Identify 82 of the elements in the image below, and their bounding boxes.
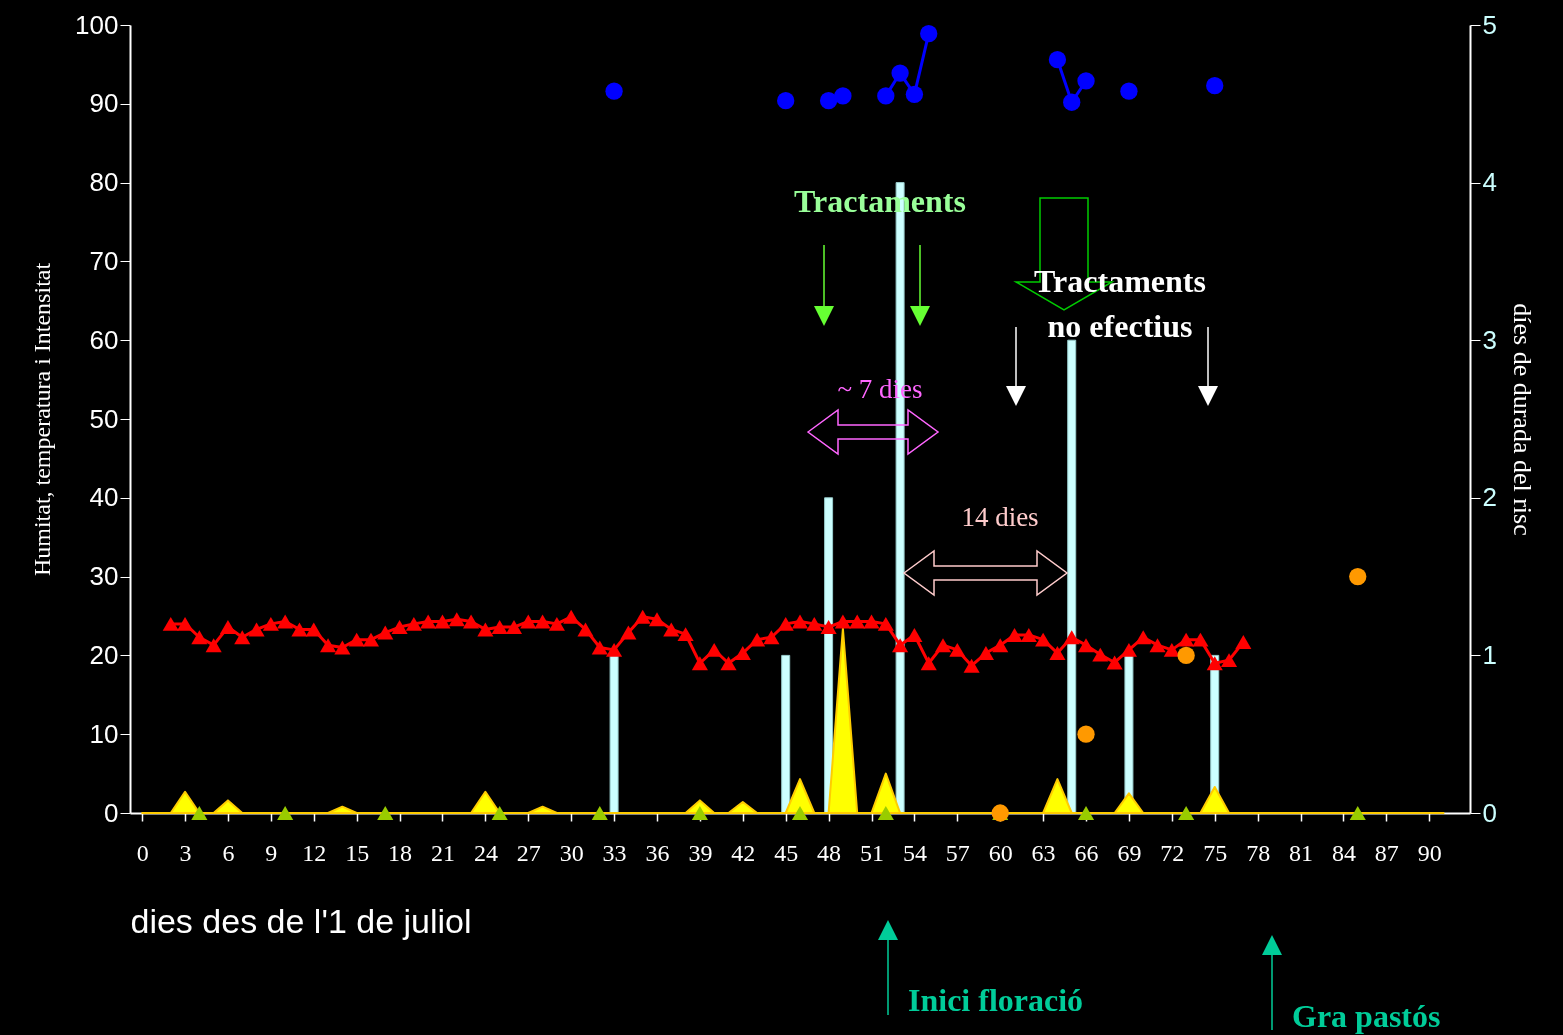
- x-tick-label: 12: [302, 839, 327, 866]
- x-tick-label: 42: [731, 839, 756, 866]
- point: [1063, 93, 1081, 111]
- x-tick-label: 0: [136, 839, 149, 866]
- y2-tick-label: 1: [1482, 639, 1497, 670]
- y-tick-label: 70: [89, 245, 119, 276]
- x-tick-label: 21: [430, 839, 455, 866]
- point: [891, 64, 909, 82]
- point: [791, 806, 809, 820]
- y-tick-label: 0: [104, 797, 119, 828]
- x-tick-label: 84: [1331, 839, 1356, 866]
- x-tick-label: 78: [1246, 839, 1271, 866]
- y-axis-title: Humitat, temperatura i Intensitat: [29, 262, 56, 577]
- x-tick-label: 72: [1160, 839, 1185, 866]
- point: [377, 806, 394, 820]
- point: [834, 87, 852, 105]
- x-tick-label: 39: [688, 839, 713, 866]
- x-tick-label: 18: [388, 839, 413, 866]
- point: [277, 806, 294, 820]
- y-tick-label: 20: [89, 639, 119, 670]
- point: [1077, 806, 1095, 820]
- point: [877, 806, 894, 820]
- x-tick-label: 48: [817, 839, 842, 866]
- point: [905, 85, 924, 103]
- point: [1349, 567, 1367, 586]
- x-tick-label: 75: [1203, 839, 1228, 866]
- annotation: 14 dies: [961, 502, 1039, 532]
- x-tick-label: 45: [774, 839, 799, 866]
- x-tick-label: 54: [902, 839, 927, 866]
- x-tick-label: 9: [265, 839, 278, 866]
- x-tick-label: 24: [473, 839, 498, 866]
- x-tick-label: 66: [1074, 839, 1099, 866]
- point: [777, 92, 795, 110]
- y2-tick-label: 5: [1482, 9, 1497, 40]
- y2-tick-label: 0: [1482, 797, 1497, 828]
- point: [491, 806, 508, 820]
- y-tick-label: 50: [89, 403, 119, 434]
- x-tick-label: 3: [179, 839, 192, 866]
- point: [1077, 72, 1095, 90]
- y2-tick-label: 2: [1482, 482, 1497, 513]
- point: [605, 82, 623, 100]
- point: [691, 806, 708, 820]
- y-tick-label: 90: [89, 88, 119, 119]
- y-tick-label: 60: [89, 324, 119, 355]
- x-tick-label: 90: [1417, 839, 1442, 866]
- point: [1349, 806, 1366, 820]
- x-tick-label: 27: [516, 839, 541, 866]
- point: [191, 806, 208, 820]
- x-tick-label: 69: [1117, 839, 1142, 866]
- y2-axis-title: díes de durada del risc: [1507, 303, 1537, 536]
- x-tick-label: 36: [645, 839, 670, 866]
- x-tick-label: 63: [1031, 839, 1056, 866]
- x-tick-label: 33: [602, 839, 627, 866]
- point: [877, 87, 895, 105]
- point: [1177, 646, 1195, 665]
- text: Inici floració: [908, 982, 1084, 1018]
- point: [591, 806, 608, 820]
- x-tick-label: 51: [860, 839, 885, 866]
- y2-tick-label: 3: [1482, 324, 1497, 355]
- x-tick-label: 60: [988, 839, 1013, 866]
- point: [920, 25, 938, 43]
- y-tick-label: 100: [75, 9, 119, 40]
- x-tick-label: 87: [1374, 839, 1399, 866]
- y-tick-label: 30: [89, 561, 119, 592]
- point: [1206, 77, 1224, 95]
- point: [1178, 806, 1195, 820]
- x-tick-label: 57: [945, 839, 970, 866]
- x-tick-label: 30: [559, 839, 584, 866]
- y-tick-label: 10: [89, 718, 119, 749]
- bar: [781, 654, 791, 814]
- x-tick-label: 6: [222, 839, 235, 866]
- point: [1077, 725, 1095, 743]
- text: Gra pastós: [1292, 998, 1441, 1034]
- x-tick-label: 81: [1289, 839, 1314, 866]
- y-tick-label: 40: [89, 482, 119, 513]
- x-tick-label: 15: [345, 839, 370, 866]
- y-tick-label: 80: [89, 167, 119, 198]
- point: [819, 92, 838, 110]
- point: [1048, 51, 1067, 69]
- y2-tick-label: 4: [1482, 167, 1497, 198]
- point: [1120, 82, 1138, 100]
- x-axis-title: dies des de l'1 de juliol: [130, 901, 472, 940]
